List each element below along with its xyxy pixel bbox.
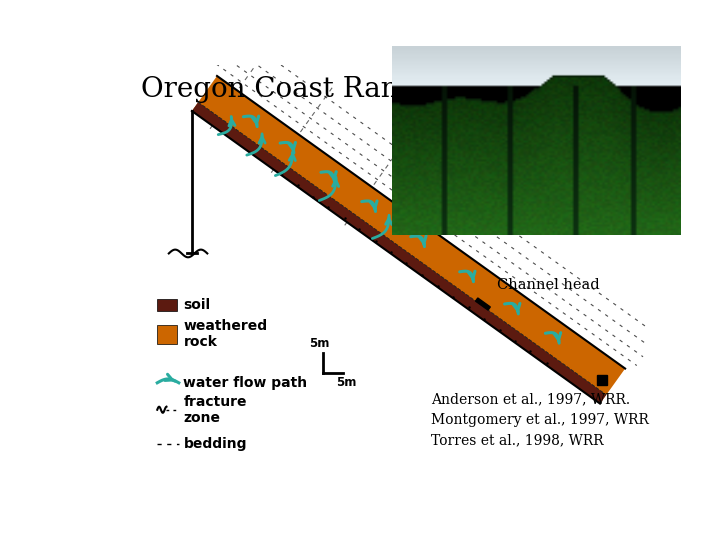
Text: 5m: 5m xyxy=(310,337,330,350)
Polygon shape xyxy=(475,298,490,310)
Text: soil: soil xyxy=(184,298,210,312)
Text: bedding: bedding xyxy=(184,437,247,451)
Text: Anderson et al., 1997, WRR.
Montgomery et al., 1997, WRR
Torres et al., 1998, WR: Anderson et al., 1997, WRR. Montgomery e… xyxy=(431,392,649,447)
Polygon shape xyxy=(192,76,625,403)
Text: 5m: 5m xyxy=(336,376,356,389)
Bar xyxy=(157,325,177,343)
Text: Channel head: Channel head xyxy=(498,278,600,292)
Text: fracture
zone: fracture zone xyxy=(184,395,247,425)
Polygon shape xyxy=(192,102,606,403)
Text: water flow path: water flow path xyxy=(184,376,307,390)
Text: Oregon Coast Range-  Coos Bay: Oregon Coast Range- Coos Bay xyxy=(140,76,590,103)
Bar xyxy=(157,299,177,311)
Text: weathered
rock: weathered rock xyxy=(184,319,268,349)
